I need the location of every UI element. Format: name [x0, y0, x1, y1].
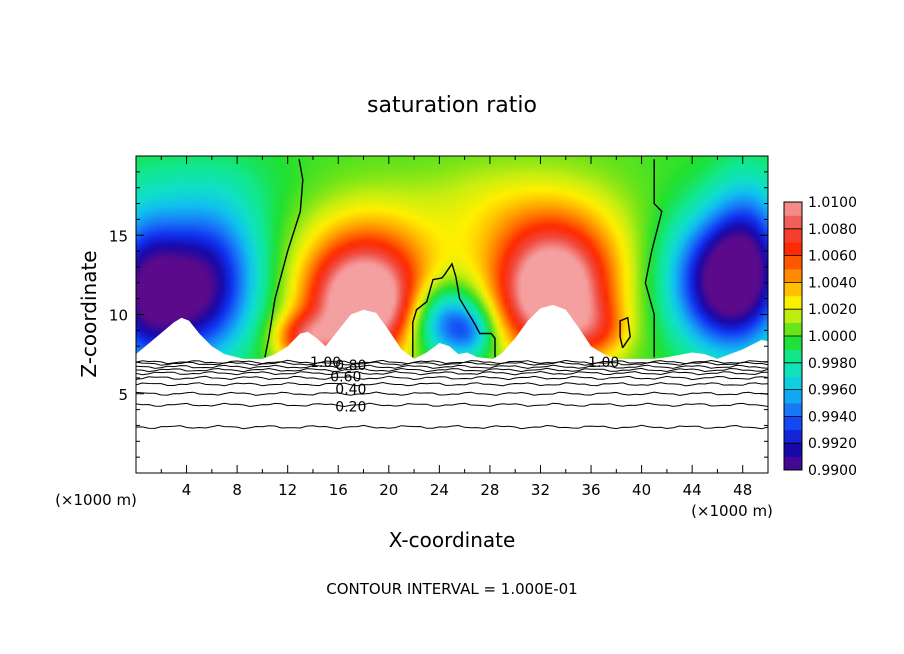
colorbar-label: 1.0040 [808, 275, 857, 291]
colorbar-band [784, 228, 802, 243]
colorbar-band [784, 349, 802, 364]
colorbar-band [784, 416, 802, 431]
colorbar-band [784, 282, 802, 297]
chart-title: saturation ratio [367, 93, 537, 118]
colorbar-label: 0.9920 [808, 436, 857, 452]
colorbar-label: 0.9940 [808, 409, 857, 425]
contour-label: 1.00 [588, 355, 619, 371]
colorbar-band [784, 242, 802, 256]
colorbar-band [784, 322, 802, 337]
x-tick-label: 16 [329, 481, 348, 499]
x-axis-ticks: 4 8 12 16 20 24 28 32 36 40 44 48 [160, 156, 752, 499]
y-tick-label: 10 [109, 307, 128, 325]
colorbar-label: 1.0100 [808, 195, 857, 211]
ground-contour-line [136, 367, 768, 373]
x-tick-label: 40 [632, 481, 651, 499]
x-unit-left: (×1000 m) [55, 491, 137, 509]
contour-line [412, 262, 496, 358]
colorbar-band [784, 389, 802, 404]
colorbar-label: 0.9960 [808, 383, 857, 399]
contour-interval-text: CONTOUR INTERVAL = 1.000E-01 [326, 580, 577, 598]
x-axis-label: X-coordinate [389, 528, 516, 552]
ground-contour-line [136, 391, 768, 396]
colorbar-band [784, 456, 802, 471]
colorbar-band [784, 255, 802, 270]
colorbar-label: 1.0080 [808, 222, 857, 238]
colorbar-band [784, 376, 802, 390]
y-axis-ticks: 5 10 15 [109, 171, 768, 458]
ground-contour-lines [136, 359, 768, 430]
ground-contour-line [136, 364, 768, 370]
x-tick-label: 32 [531, 481, 550, 499]
x-tick-label: 12 [278, 481, 297, 499]
colorbar-band [784, 295, 802, 310]
y-tick-label: 15 [109, 227, 128, 245]
colorbar: 1.0100 1.0080 1.0060 1.0040 1.0020 1.0000 0.99… [783, 195, 857, 479]
colorbar-label: 1.0000 [808, 329, 857, 345]
x-tick-label: 44 [683, 481, 702, 499]
contour-line [644, 159, 663, 358]
colorbar-band [784, 215, 802, 230]
ground-contour-line [136, 370, 768, 376]
colorbar-band [784, 202, 802, 216]
contour-label: 0.60 [330, 369, 361, 385]
contour-label: 0.80 [335, 358, 366, 374]
plot-area: 1.000.800.600.400.201.00 [136, 156, 768, 473]
colorbar-band [784, 403, 802, 417]
colorbar-band [784, 309, 802, 323]
x-tick-label: 4 [182, 481, 192, 499]
ground-contour-line [136, 375, 768, 381]
ground-contour-line [136, 361, 768, 366]
x-tick-label: 24 [430, 481, 449, 499]
colorbar-band [784, 336, 802, 350]
colorbar-band [784, 269, 802, 283]
y-axis-label: Z-coordinate [77, 250, 101, 377]
x-unit-right: (×1000 m) [691, 502, 773, 520]
y-tick-label: 5 [118, 386, 128, 404]
x-tick-label: 48 [733, 481, 752, 499]
colorbar-label: 0.9900 [808, 463, 857, 479]
contour-label: 1.00 [310, 355, 341, 371]
upper-contour-lines [264, 159, 663, 358]
ground-contour-line [136, 402, 768, 408]
colorbar-label: 0.9980 [808, 356, 857, 372]
x-tick-label: 20 [379, 481, 398, 499]
contour-labels: 1.000.800.600.400.201.00 [310, 355, 619, 415]
colorbar-label: 1.0020 [808, 302, 857, 318]
ground-contour-line [136, 381, 768, 387]
colorbar-band [784, 429, 802, 444]
contour-label: 0.20 [335, 399, 366, 415]
colorbar-band [784, 443, 802, 457]
contour-label: 0.40 [335, 382, 366, 398]
colorbar-band [784, 362, 802, 377]
contour-line [264, 159, 304, 358]
ground-contour-line [136, 424, 768, 430]
x-tick-label: 8 [232, 481, 242, 499]
ground-contour-line [136, 359, 768, 365]
x-tick-label: 36 [581, 481, 600, 499]
colorbar-label: 1.0060 [808, 249, 857, 265]
terrain-mask [136, 305, 768, 473]
contour-line [619, 316, 631, 349]
x-tick-label: 28 [480, 481, 499, 499]
